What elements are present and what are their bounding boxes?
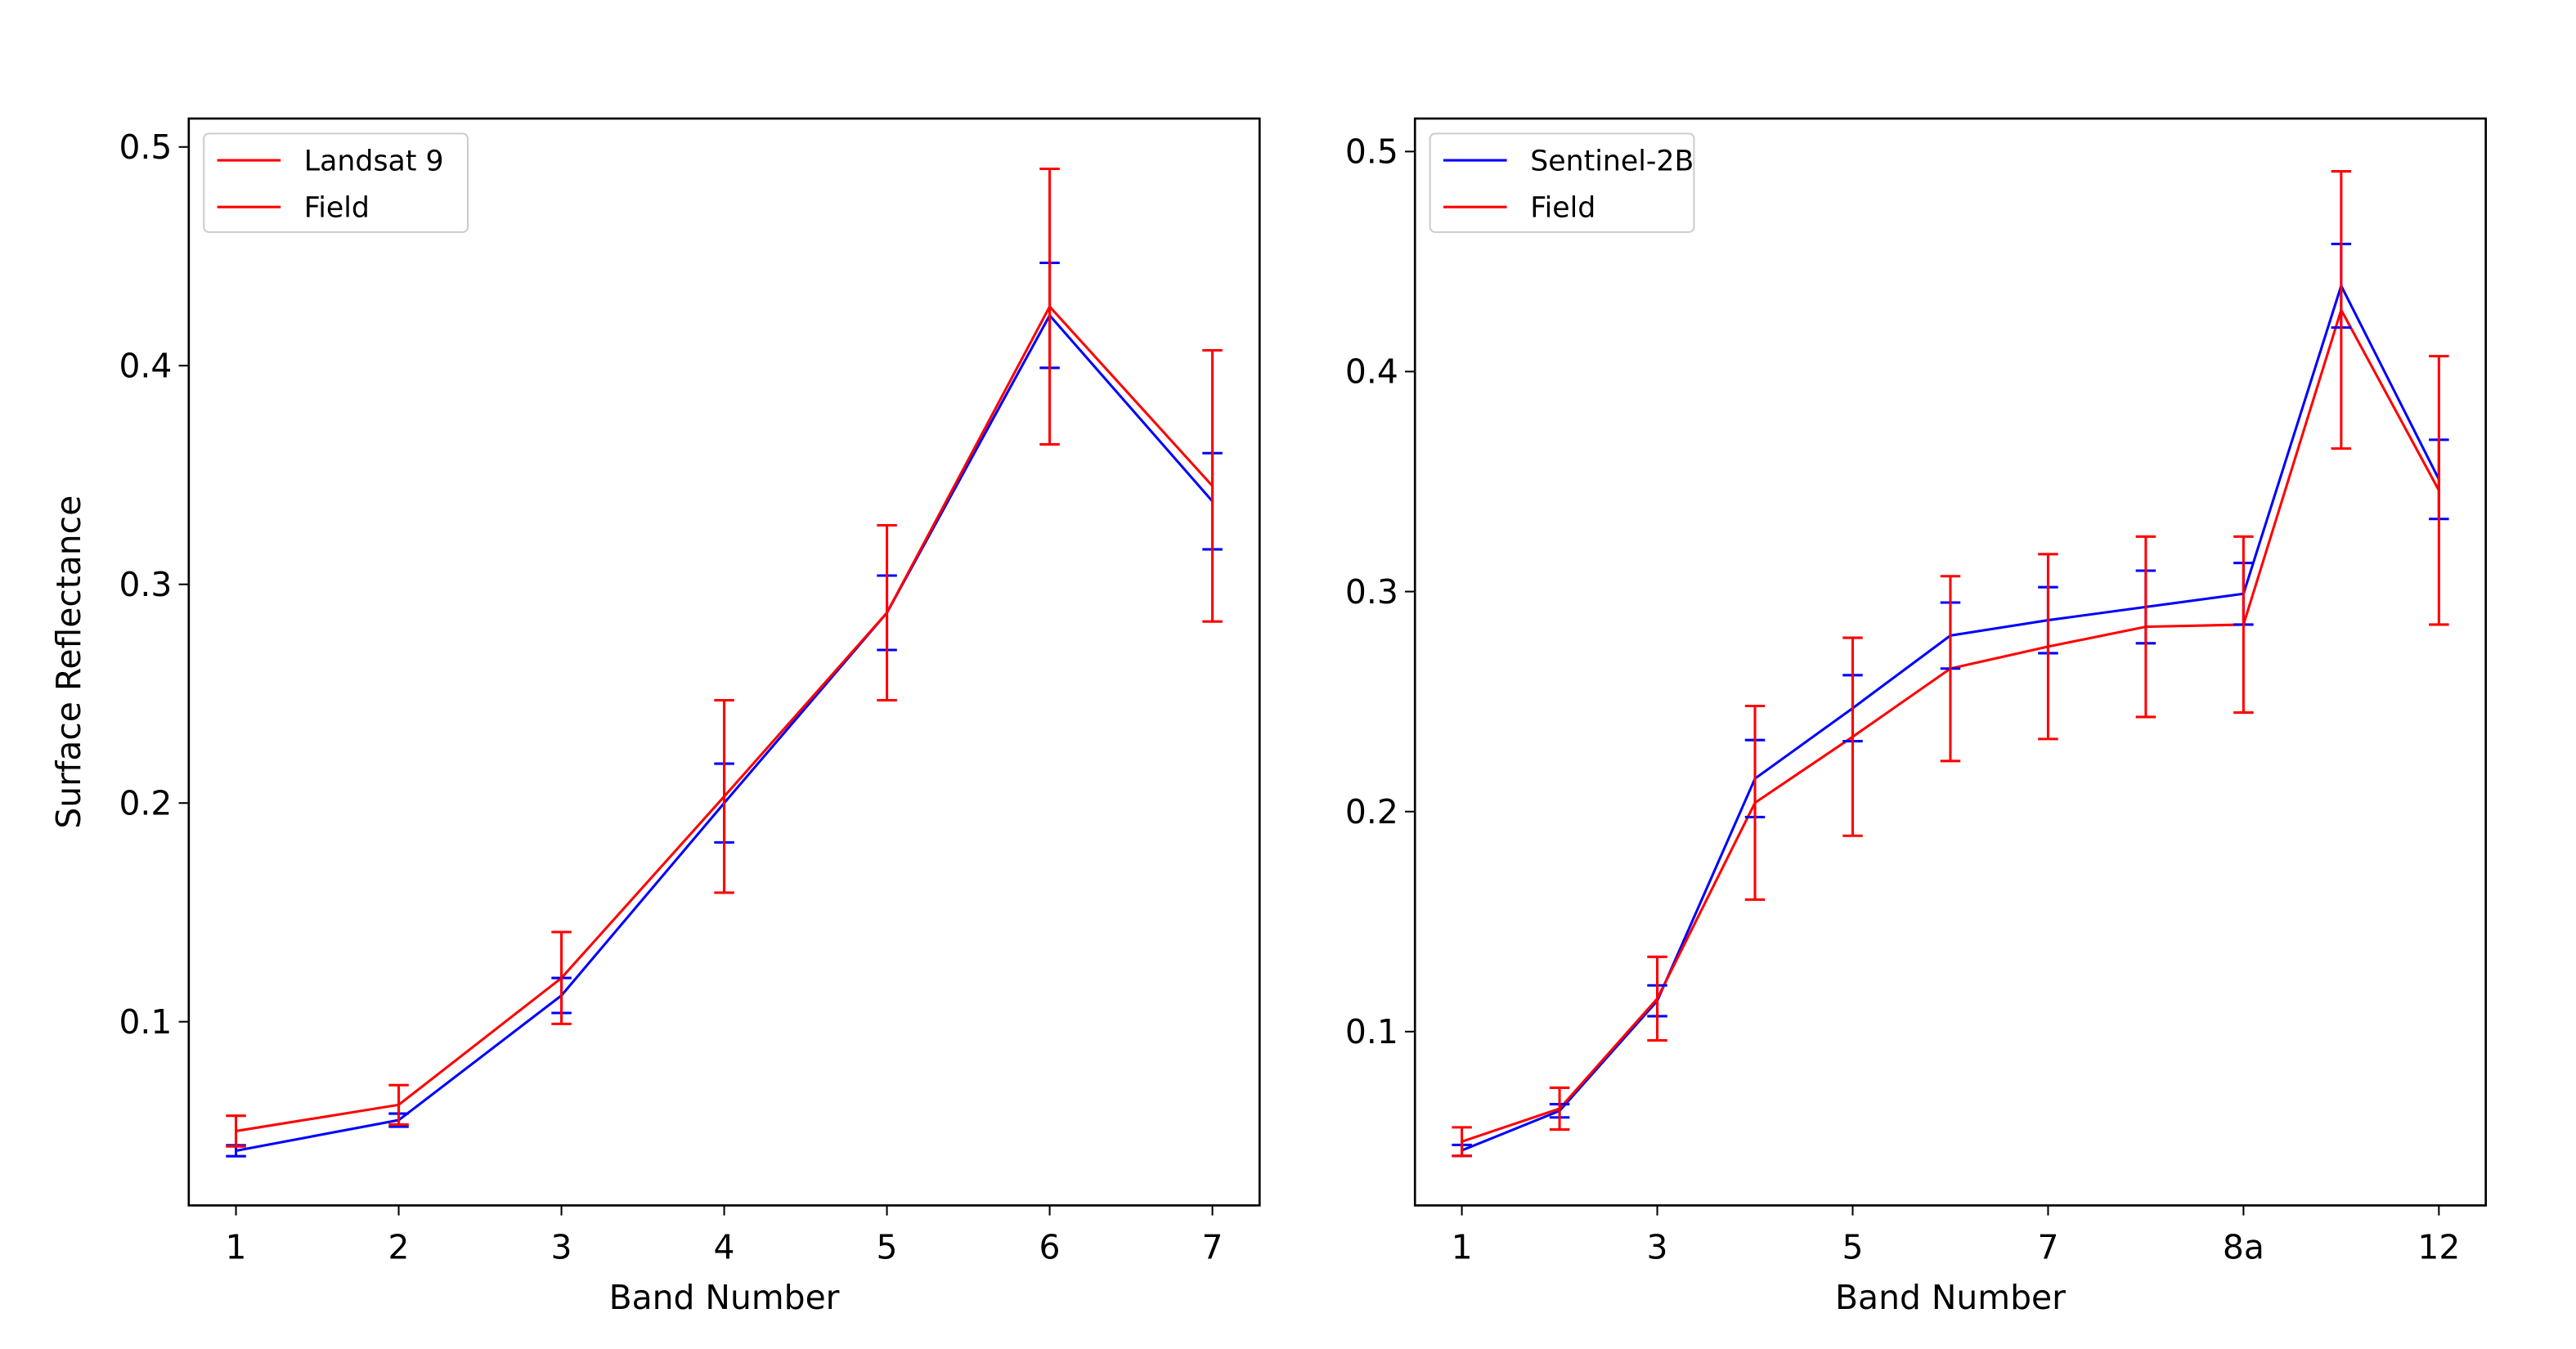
legend-label: Field	[1530, 191, 1595, 224]
y-tick-label: 0.4	[119, 347, 172, 386]
legend-label: Field	[304, 191, 370, 224]
x-tick-label: 3	[1647, 1228, 1668, 1267]
x-tick-label: 4	[714, 1228, 735, 1267]
x-tick-label: 5	[877, 1228, 898, 1267]
y-tick-label: 0.3	[119, 565, 172, 604]
x-tick-label: 3	[551, 1228, 572, 1267]
y-tick-label: 0.2	[119, 784, 172, 823]
y-tick-label: 0.4	[1345, 352, 1398, 392]
x-axis-label: Band Number	[1835, 1278, 2066, 1317]
y-tick-label: 0.5	[119, 128, 172, 167]
x-tick-label: 6	[1039, 1228, 1061, 1267]
y-tick-label: 0.1	[1345, 1012, 1398, 1051]
legend-label: Landsat 9	[304, 145, 444, 177]
x-tick-label: 8a	[2223, 1228, 2264, 1267]
x-tick-label: 5	[1842, 1228, 1864, 1267]
x-tick-label: 12	[2417, 1228, 2460, 1267]
x-tick-label: 1	[226, 1228, 247, 1267]
x-tick-label: 7	[1202, 1228, 1223, 1267]
y-axis-label: Surface Reflectance	[49, 495, 88, 829]
y-tick-label: 0.5	[1345, 132, 1398, 172]
plot-frame	[1413, 117, 2488, 1207]
legend-label: Sentinel-2B	[1530, 145, 1694, 177]
y-tick-label: 0.1	[119, 1002, 172, 1042]
x-axis-label: Band Number	[609, 1278, 840, 1317]
x-tick-label: 2	[388, 1228, 410, 1267]
y-tick-label: 0.2	[1345, 792, 1398, 831]
x-tick-label: 7	[2037, 1228, 2058, 1267]
x-tick-label: 1	[1452, 1228, 1473, 1267]
y-tick-label: 0.3	[1345, 572, 1398, 612]
plot-frame	[187, 117, 1261, 1207]
